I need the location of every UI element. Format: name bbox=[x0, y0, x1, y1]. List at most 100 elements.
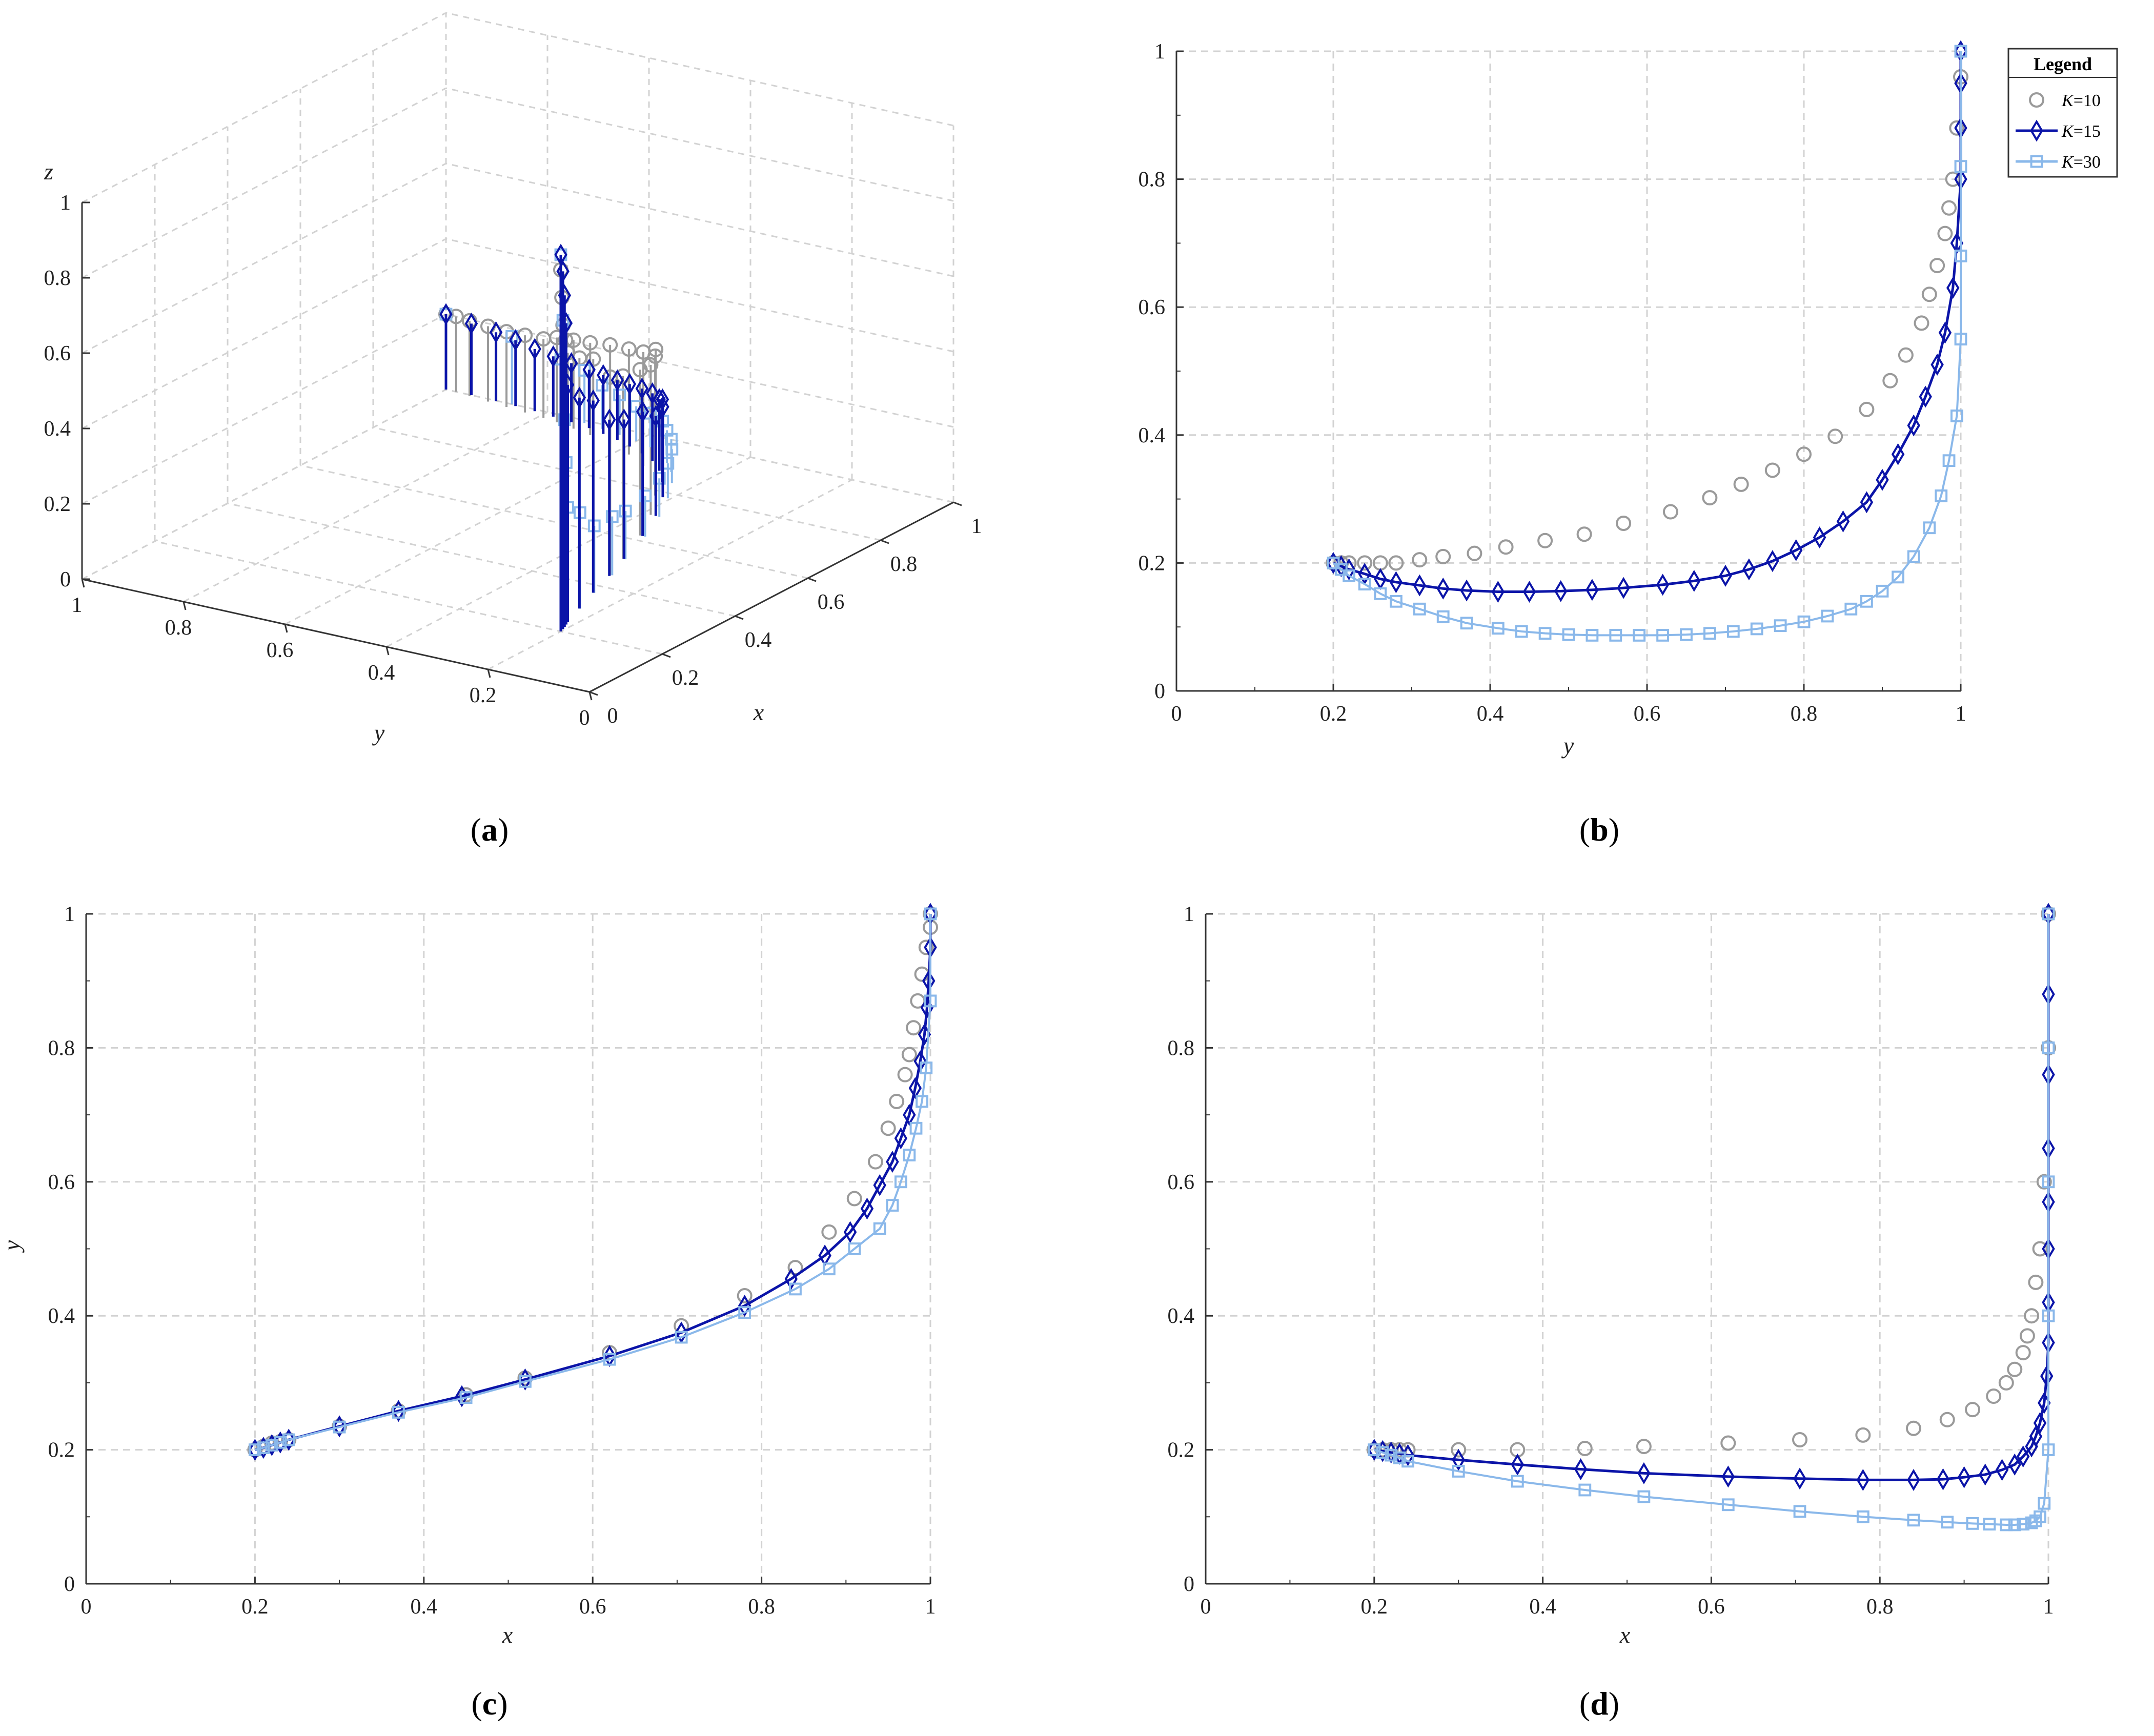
data-point-k15 bbox=[558, 284, 571, 307]
data-point-k30 bbox=[1892, 570, 1904, 584]
data-point-k15 bbox=[1327, 552, 1340, 574]
data-point-k30 bbox=[619, 504, 632, 518]
data-point-k30 bbox=[1609, 629, 1622, 642]
data-point-k10 bbox=[2007, 1361, 2023, 1377]
data-point-k15 bbox=[922, 970, 936, 992]
data-point-k15 bbox=[556, 260, 570, 282]
x-tick-mark bbox=[880, 539, 889, 544]
data-point-k10 bbox=[1702, 490, 1718, 506]
data-point-k15 bbox=[1931, 354, 1944, 376]
data-point-k10 bbox=[1937, 226, 1953, 241]
legend-marker-k15 bbox=[2030, 119, 2043, 142]
data-point-k30 bbox=[2042, 1041, 2055, 1054]
y-tick-label: 0.4 bbox=[1139, 424, 1166, 447]
data-point-k15 bbox=[564, 352, 578, 374]
data-point-k30 bbox=[257, 1441, 270, 1455]
data-point-k30 bbox=[894, 1175, 907, 1189]
y-tick-mark bbox=[81, 579, 85, 588]
x-tick-label: 0.8 bbox=[1866, 1595, 1894, 1619]
data-point-k15 bbox=[903, 1104, 916, 1126]
data-point-k30 bbox=[1511, 1475, 1524, 1488]
z-tick-label: 0.4 bbox=[44, 417, 71, 441]
data-point-k30 bbox=[822, 1262, 836, 1276]
data-point-k15 bbox=[1554, 580, 1568, 602]
data-point-k15 bbox=[611, 369, 624, 392]
legend-value: =15 bbox=[2074, 122, 2101, 141]
data-point-k10 bbox=[867, 1154, 883, 1170]
legend-value: =10 bbox=[2074, 91, 2101, 110]
x-tick-label: 1 bbox=[2043, 1595, 2054, 1619]
data-point-k30 bbox=[1578, 1483, 1592, 1497]
data-point-k30 bbox=[1538, 627, 1552, 640]
x-axis bbox=[589, 501, 954, 693]
data-point-k30 bbox=[603, 1353, 616, 1366]
data-point-k30 bbox=[886, 1199, 899, 1212]
data-point-k15 bbox=[1766, 550, 1779, 573]
data-point-k30 bbox=[1821, 609, 1834, 623]
data-point-k10 bbox=[906, 1020, 922, 1036]
data-point-k15 bbox=[582, 358, 596, 381]
y-tick-mark bbox=[182, 601, 187, 610]
floor-grid-x bbox=[300, 464, 808, 579]
z-tick-label: 0.6 bbox=[44, 342, 71, 365]
data-point-k15 bbox=[2016, 1445, 2030, 1468]
y-tick-label: 0.4 bbox=[48, 1304, 75, 1328]
data-point-k10 bbox=[1733, 476, 1749, 492]
data-point-k15 bbox=[439, 303, 453, 325]
y-tick-mark bbox=[487, 669, 491, 678]
data-point-k10 bbox=[1412, 552, 1428, 568]
data-point-k30 bbox=[1935, 489, 1948, 502]
panel-label-open: ( bbox=[1579, 811, 1590, 848]
data-point-k30 bbox=[1797, 615, 1811, 628]
data-point-k10 bbox=[737, 1288, 753, 1303]
wall-grid bbox=[445, 238, 954, 353]
data-point-k15 bbox=[1946, 277, 1960, 299]
data-point-k10 bbox=[918, 940, 934, 955]
x-tick-label: 0.2 bbox=[241, 1595, 269, 1619]
x-tick-label: 0 bbox=[1201, 1595, 1211, 1619]
x-tick-mark bbox=[735, 615, 744, 620]
x-tick-label: 0.4 bbox=[1477, 702, 1504, 726]
data-point-k30 bbox=[639, 489, 652, 502]
legend-marker-k10 bbox=[2029, 92, 2044, 108]
y-tick-label: 0.6 bbox=[1139, 296, 1166, 319]
y-tick-label: 0.4 bbox=[1168, 1304, 1195, 1328]
data-point-k10 bbox=[582, 335, 598, 351]
y-tick-mark bbox=[588, 691, 593, 701]
data-point-k15 bbox=[559, 312, 573, 334]
data-point-k15 bbox=[873, 1174, 886, 1196]
x-tick-label: 0.4 bbox=[411, 1595, 438, 1619]
data-point-k15 bbox=[1656, 574, 1670, 596]
data-point-k15 bbox=[1719, 564, 1732, 587]
data-point-k30 bbox=[1460, 617, 1473, 630]
floor-grid-y bbox=[82, 389, 446, 580]
data-point-k10 bbox=[1451, 1442, 1467, 1458]
data-point-k15 bbox=[1957, 1466, 1971, 1488]
data-point-k10 bbox=[1949, 120, 1965, 136]
data-point-k30 bbox=[1942, 454, 1956, 467]
data-point-k10 bbox=[281, 1432, 297, 1447]
data-point-k30 bbox=[1774, 619, 1787, 632]
y-tick-label: 0.4 bbox=[368, 661, 395, 685]
legend-title: Legend bbox=[2034, 54, 2092, 74]
x-axis-label: y bbox=[1561, 732, 1574, 759]
data-point-k10 bbox=[846, 1191, 862, 1207]
floor-grid-y bbox=[183, 411, 548, 603]
data-point-k15 bbox=[908, 1077, 922, 1099]
data-point-k30 bbox=[1436, 610, 1450, 623]
data-point-k15 bbox=[1358, 563, 1371, 585]
wall-grid bbox=[445, 162, 954, 277]
floor-grid-y bbox=[487, 479, 852, 670]
x-tick-label: 0.6 bbox=[579, 1595, 606, 1619]
data-point-k10 bbox=[1577, 1440, 1593, 1456]
panel-label-letter: d bbox=[1590, 1685, 1609, 1722]
data-point-k15 bbox=[646, 382, 659, 404]
data-point-k15 bbox=[1491, 581, 1505, 603]
y-tick-label: 0.6 bbox=[48, 1171, 75, 1194]
data-point-k15 bbox=[738, 1295, 751, 1317]
wall-grid bbox=[82, 162, 446, 354]
legend-label-k10: K=10 bbox=[2061, 91, 2101, 110]
data-point-k15 bbox=[1617, 577, 1630, 599]
data-point-k30 bbox=[1327, 557, 1340, 569]
